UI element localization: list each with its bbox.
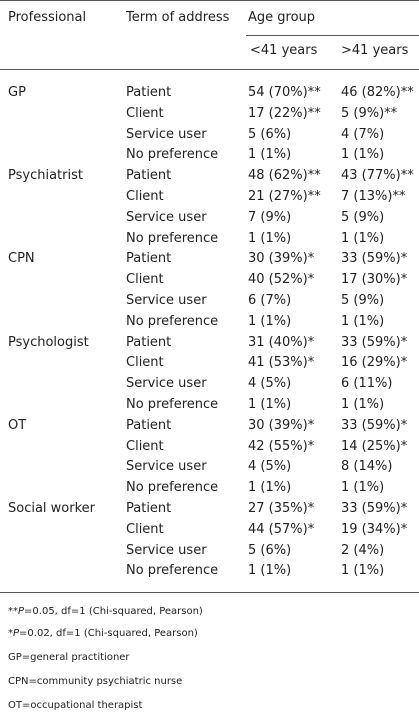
under-41-cell: 42 (55%)* [248, 439, 315, 454]
under-41-cell: 21 (27%)** [248, 189, 321, 204]
term-cell: Service user [126, 376, 207, 391]
over-41-cell: 17 (30%)* [341, 272, 408, 287]
over-41-cell: 4 (7%) [341, 127, 385, 142]
under-41-cell: 30 (39%)* [248, 251, 315, 266]
over-41-cell: 1 (1%) [341, 147, 385, 162]
under-41-cell: 48 (62%)** [248, 168, 321, 183]
term-cell: Patient [126, 501, 172, 516]
over-41-cell: 1 (1%) [341, 563, 385, 578]
term-cell: Service user [126, 293, 207, 308]
over-41-cell: 6 (11%) [341, 376, 393, 391]
footnote-ot: OT=occupational therapist [8, 700, 143, 711]
term-cell: Patient [126, 168, 172, 183]
age-group-rule [246, 35, 419, 36]
top-rule [0, 0, 419, 1]
term-cell: Patient [126, 418, 172, 433]
over-41-cell: 43 (77%)** [341, 168, 414, 183]
under-41-cell: 1 (1%) [248, 397, 292, 412]
header-col-under-41: <41 years [250, 43, 318, 58]
over-41-cell: 33 (59%)* [341, 335, 408, 350]
professional-label: CPN [8, 251, 35, 266]
term-cell: Client [126, 522, 164, 537]
footnote-cpn: CPN=community psychiatric nurse [8, 676, 183, 687]
term-cell: Patient [126, 85, 172, 100]
term-cell: Client [126, 355, 164, 370]
under-41-cell: 5 (6%) [248, 543, 292, 558]
term-cell: Patient [126, 251, 172, 266]
header-col-over-41: >41 years [341, 43, 409, 58]
term-cell: Patient [126, 335, 172, 350]
term-cell: Service user [126, 210, 207, 225]
over-41-cell: 5 (9%) [341, 210, 385, 225]
bottom-rule [0, 592, 419, 593]
under-41-cell: 1 (1%) [248, 231, 292, 246]
over-41-cell: 1 (1%) [341, 480, 385, 495]
over-41-cell: 5 (9%) [341, 293, 385, 308]
under-41-cell: 7 (9%) [248, 210, 292, 225]
term-cell: No preference [126, 563, 219, 578]
professional-label: Psychologist [8, 335, 89, 350]
over-41-cell: 8 (14%) [341, 459, 393, 474]
term-cell: Service user [126, 543, 207, 558]
footnote-gp: GP=general practitioner [8, 652, 130, 663]
term-cell: Service user [126, 459, 207, 474]
under-41-cell: 44 (57%)* [248, 522, 315, 537]
over-41-cell: 19 (34%)* [341, 522, 408, 537]
footnote-p005: **P=0.05, df=1 (Chi-squared, Pearson) [8, 605, 203, 618]
term-cell: Client [126, 272, 164, 287]
professional-label: OT [8, 418, 27, 433]
term-cell: Client [126, 189, 164, 204]
under-41-cell: 31 (40%)* [248, 335, 315, 350]
under-41-cell: 1 (1%) [248, 480, 292, 495]
over-41-cell: 33 (59%)* [341, 251, 408, 266]
over-41-cell: 2 (4%) [341, 543, 385, 558]
header-age-group: Age group [248, 10, 316, 25]
term-cell: Service user [126, 127, 207, 142]
header-professional: Professional [8, 10, 87, 25]
term-cell: Client [126, 106, 164, 121]
under-41-cell: 1 (1%) [248, 563, 292, 578]
under-41-cell: 17 (22%)** [248, 106, 321, 121]
header-rule [0, 69, 419, 70]
professional-label: GP [8, 85, 26, 100]
over-41-cell: 1 (1%) [341, 397, 385, 412]
professional-label: Psychiatrist [8, 168, 83, 183]
footnote-p002: *P=0.02, df=1 (Chi-squared, Pearson) [8, 627, 198, 640]
under-41-cell: 30 (39%)* [248, 418, 315, 433]
term-cell: No preference [126, 397, 219, 412]
over-41-cell: 33 (59%)* [341, 501, 408, 516]
term-cell: No preference [126, 480, 219, 495]
footnote-p-symbol: P [13, 628, 20, 639]
over-41-cell: 46 (82%)** [341, 85, 414, 100]
under-41-cell: 6 (7%) [248, 293, 292, 308]
over-41-cell: 1 (1%) [341, 314, 385, 329]
footnote-text: =0.02, df=1 (Chi-squared, Pearson) [19, 628, 198, 639]
over-41-cell: 33 (59%)* [341, 418, 408, 433]
under-41-cell: 54 (70%)** [248, 85, 321, 100]
header-term: Term of address [126, 10, 230, 25]
over-41-cell: 16 (29%)* [341, 355, 408, 370]
term-cell: No preference [126, 147, 219, 162]
term-cell: No preference [126, 314, 219, 329]
under-41-cell: 1 (1%) [248, 147, 292, 162]
footnote-mark: ** [8, 606, 18, 617]
term-cell: No preference [126, 231, 219, 246]
under-41-cell: 41 (53%)* [248, 355, 315, 370]
under-41-cell: 27 (35%)* [248, 501, 315, 516]
under-41-cell: 5 (6%) [248, 127, 292, 142]
term-cell: Client [126, 439, 164, 454]
over-41-cell: 1 (1%) [341, 231, 385, 246]
professional-label: Social worker [8, 501, 96, 516]
footnote-p-symbol: P [18, 606, 25, 617]
footnote-text: =0.05, df=1 (Chi-squared, Pearson) [24, 606, 203, 617]
over-41-cell: 14 (25%)* [341, 439, 408, 454]
over-41-cell: 5 (9%)** [341, 106, 398, 121]
under-41-cell: 1 (1%) [248, 314, 292, 329]
under-41-cell: 4 (5%) [248, 376, 292, 391]
over-41-cell: 7 (13%)** [341, 189, 406, 204]
under-41-cell: 40 (52%)* [248, 272, 315, 287]
under-41-cell: 4 (5%) [248, 459, 292, 474]
footnote-mark: * [8, 628, 13, 639]
